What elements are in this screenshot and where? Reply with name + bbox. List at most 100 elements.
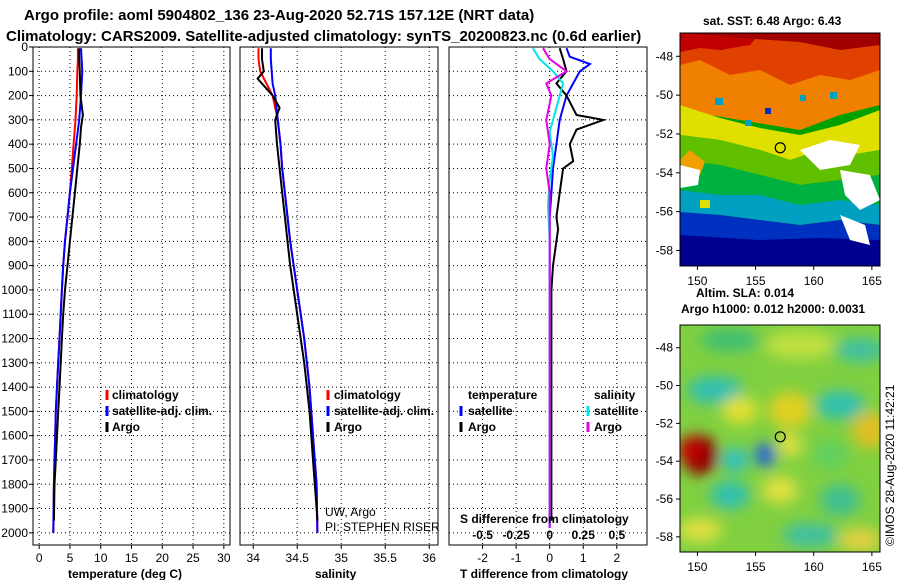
float-position-marker: [774, 142, 786, 154]
y-tick-label: 2000: [1, 526, 28, 540]
sla-map-frame: [679, 324, 881, 553]
figure-title-line1: Argo profile: aoml 5904802_136 23-Aug-20…: [24, 7, 534, 24]
depth-yticks: 0 100 200 300 400 500 600 700 800 900 1000 1100 1200…: [1, 40, 33, 540]
temperature-panel: 0 5 10 15 20 25 30 0 100 200 300 400 500 600 700 800 90…: [1, 40, 231, 580]
salinity-xlabel: salinity: [315, 567, 357, 580]
x-tick-label: 10: [94, 551, 108, 565]
y-tick-label: 1800: [1, 477, 28, 491]
y-tick-label: 900: [8, 259, 28, 273]
legend-satellite: satellite-adj. clim.: [334, 404, 434, 418]
y-tick-label: 400: [8, 137, 28, 151]
s-difference-tick-label: 0.25: [572, 528, 596, 542]
map-x-tick-label: 150: [687, 274, 707, 288]
sla-map-ticks: 150 155 160 165 -48 -50 -52 -54 -56 -58: [656, 341, 883, 574]
y-tick-label: 1000: [1, 283, 28, 297]
s-difference-tick-label: 0.5: [608, 528, 625, 542]
salinity-series: [256, 48, 319, 533]
x-tick-label: -1: [511, 551, 522, 565]
series-line-s_argo: [542, 47, 569, 528]
x-tick-label: 2: [613, 551, 620, 565]
legend-climatology: climatology: [334, 388, 401, 402]
series-line-satellite: [269, 48, 319, 533]
x-tick-label: -2: [477, 551, 488, 565]
y-tick-label: 500: [8, 161, 28, 175]
map-y-tick-label: -54: [656, 454, 674, 468]
salinity-xticks: 34 34.5 35 35.5 36: [247, 545, 436, 565]
legend-s-satellite: satellite: [594, 404, 639, 418]
series-line-argo: [52, 48, 84, 521]
sst-map-ticks: 150 155 160 165 -48 -50 -52 -54 -56 -58: [656, 49, 883, 288]
x-tick-label: 35: [335, 551, 349, 565]
y-tick-label: 1100: [2, 307, 28, 321]
x-tick-label: 5: [67, 551, 74, 565]
y-tick-label: 1400: [1, 380, 28, 394]
sla-map-field: [680, 325, 880, 552]
x-tick-label: 0: [546, 551, 553, 565]
legend-s-argo: Argo: [594, 420, 622, 434]
y-tick-label: 600: [8, 186, 28, 200]
x-tick-label: 34: [247, 551, 261, 565]
map-x-tick-label: 160: [804, 560, 824, 574]
y-tick-label: 1700: [1, 453, 28, 467]
map-y-tick-label: -48: [656, 49, 674, 63]
map-y-tick-label: -56: [656, 492, 674, 506]
map-x-tick-label: 165: [862, 274, 882, 288]
sla-map: Altim. SLA: 0.014 Argo h1000: 0.012 h200…: [656, 286, 883, 574]
legend-satellite: satellite-adj. clim.: [112, 404, 212, 418]
map-x-tick-label: 165: [862, 560, 882, 574]
sst-map-frame: [679, 32, 881, 267]
difference-legend: temperature satellite Argo salinity sate…: [459, 388, 639, 434]
salinity-frame: [239, 46, 439, 546]
series-line-argo: [550, 47, 608, 521]
map-y-tick-label: -52: [656, 416, 674, 430]
t-difference-xlabel: T difference from climatology: [460, 567, 628, 580]
sla-map-subtitle: Argo h1000: 0.012 h2000: 0.0031: [681, 302, 865, 316]
map-y-tick-label: -58: [656, 530, 674, 544]
temperature-grid: [33, 46, 230, 545]
map-y-tick-label: -58: [656, 243, 674, 257]
s-difference-tick-label: 0: [546, 528, 553, 542]
x-tick-label: 34.5: [286, 551, 310, 565]
float-position-marker: [774, 431, 786, 443]
y-tick-label: 1300: [1, 356, 28, 370]
map-y-tick-label: -50: [656, 88, 674, 102]
legend-argo: Argo: [112, 420, 140, 434]
legend-climatology: climatology: [112, 388, 179, 402]
sst-map-field: [680, 33, 880, 266]
sla-map-title: Altim. SLA: 0.014: [696, 286, 794, 300]
s-difference-tick-label: -0.25: [502, 528, 530, 542]
y-tick-label: 1500: [1, 404, 28, 418]
map-x-tick-label: 160: [804, 274, 824, 288]
legend-temperature-title: temperature: [468, 388, 538, 402]
temperature-xlabel: temperature (deg C): [68, 567, 182, 580]
series-line-argo: [256, 48, 319, 521]
s-difference-ticks: -0.5 -0.25 0 0.25 0.5: [472, 528, 625, 542]
map-x-tick-label: 155: [746, 274, 766, 288]
x-tick-label: 20: [156, 551, 170, 565]
map-y-tick-label: -48: [656, 341, 674, 355]
difference-panel: -2 -1 0 1 2 -0.5 -0.25 0 0.25 0.5 T difference f…: [448, 46, 648, 580]
difference-series: [532, 47, 608, 528]
credit-text: UW, Argo: [325, 505, 376, 519]
temperature-series: [52, 48, 84, 533]
y-tick-label: 1200: [1, 332, 28, 346]
x-tick-label: 35.5: [374, 551, 398, 565]
y-tick-label: 200: [8, 89, 28, 103]
temperature-legend: climatology satellite-adj. clim. Argo: [105, 388, 212, 434]
salinity-panel: 34 34.5 35 35.5 36 salinity climatology sate…: [239, 46, 440, 580]
y-tick-label: 1600: [1, 429, 28, 443]
x-tick-label: 1: [580, 551, 587, 565]
s-difference-label: S difference from climatology: [460, 512, 629, 526]
temperature-xticks: 0 5 10 15 20 25 30: [36, 545, 231, 565]
map-y-tick-label: -52: [656, 127, 674, 141]
difference-frame: [448, 46, 648, 546]
map-y-tick-label: -54: [656, 166, 674, 180]
legend-salinity-title: salinity: [594, 388, 636, 402]
map-y-tick-label: -56: [656, 205, 674, 219]
sst-map: sat. SST: 6.48 Argo: 6.43: [656, 14, 883, 288]
y-tick-label: 0: [21, 40, 28, 54]
y-tick-label: 1900: [1, 502, 28, 516]
series-line-satellite: [52, 48, 84, 533]
difference-xticks: -2 -1 0 1 2: [477, 545, 620, 565]
